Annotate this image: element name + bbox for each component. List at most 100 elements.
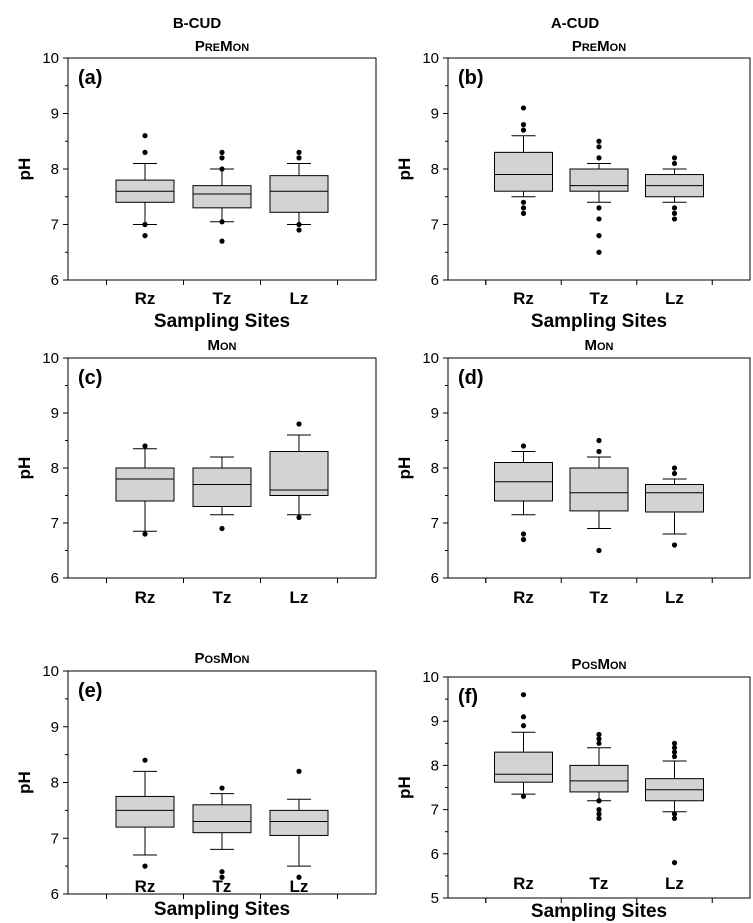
- outlier-point: [520, 714, 527, 720]
- panel-label: (f): [458, 686, 478, 708]
- y-tick-label: 8: [431, 161, 439, 178]
- outlier-point: [520, 205, 527, 211]
- box-iqr: [645, 484, 704, 513]
- outlier-point: [596, 731, 602, 738]
- y-tick-label: 9: [431, 106, 439, 123]
- y-tick-label: 5: [431, 890, 439, 907]
- category-label-tz: Tz: [590, 874, 609, 893]
- panel-title-part: M: [220, 38, 233, 55]
- outlier-point: [520, 723, 527, 729]
- y-axis-label: pH: [15, 158, 34, 181]
- outlier-point: [520, 443, 527, 449]
- outlier-point: [596, 807, 602, 813]
- y-tick-label: 7: [51, 830, 59, 847]
- y-tick-label: 9: [431, 405, 439, 422]
- outlier-point: [671, 542, 678, 548]
- category-label-rz: Rz: [513, 588, 534, 607]
- category-label-rz: Rz: [135, 877, 156, 896]
- outlier-point: [596, 798, 602, 804]
- outlier-point: [296, 874, 302, 880]
- outlier-point: [520, 122, 527, 128]
- outlier-point: [142, 133, 148, 139]
- outlier-point: [596, 736, 602, 742]
- box-lz: [269, 768, 329, 880]
- outlier-point: [520, 536, 527, 543]
- outlier-point: [296, 514, 302, 521]
- box-tz: [569, 138, 629, 255]
- category-label-lz: Lz: [665, 874, 684, 893]
- panel-4: 6 7 8 9 10 pH (d) MON Rz Tz Lz: [395, 337, 751, 607]
- outlier-point: [296, 155, 302, 161]
- outlier-point: [671, 740, 678, 746]
- panel-title: POSMON: [572, 656, 627, 673]
- box-iqr: [269, 175, 329, 213]
- panel-title: POSMON: [195, 650, 250, 667]
- outlier-point: [219, 149, 225, 155]
- outlier-point: [520, 793, 527, 799]
- y-axis-label: pH: [395, 457, 414, 480]
- y-tick-label: 10: [422, 669, 439, 686]
- y-tick-label: 9: [51, 106, 59, 123]
- outlier-point: [671, 155, 678, 161]
- x-axis-label: Sampling Sites: [531, 311, 667, 332]
- y-tick-label: 10: [422, 350, 439, 367]
- outlier-point: [596, 155, 602, 161]
- outlier-point: [671, 210, 678, 216]
- box-tz: [192, 456, 252, 532]
- panel-title-part: M: [597, 656, 610, 673]
- outlier-point: [671, 160, 678, 167]
- box-tz: [192, 149, 252, 244]
- box-iqr: [569, 168, 629, 192]
- y-tick-label: 9: [431, 713, 439, 730]
- box-tz: [569, 437, 629, 554]
- y-tick-label: 7: [431, 515, 439, 532]
- plot-frame: [67, 670, 377, 895]
- category-label-tz: Tz: [590, 588, 609, 607]
- y-tick-label: 6: [431, 846, 439, 863]
- box-lz: [269, 421, 329, 521]
- panel-title-part: ON: [220, 341, 237, 353]
- box-rz: [494, 443, 553, 543]
- outlier-point: [520, 199, 527, 205]
- outlier-point: [142, 757, 148, 763]
- outlier-point: [671, 749, 678, 755]
- y-tick-label: 6: [51, 570, 59, 587]
- outlier-point: [596, 138, 602, 144]
- y-axis-label: pH: [15, 457, 34, 480]
- outlier-point: [596, 815, 602, 822]
- y-tick-label: 10: [42, 663, 59, 680]
- panel-title-part: P: [572, 656, 582, 673]
- panel-6: 5 6 7 8 9 10 pH (f) POSMON Rz Tz Lz Sampling Sites: [395, 656, 751, 922]
- panel-label: (d): [458, 367, 484, 389]
- outlier-point: [671, 860, 678, 866]
- box-iqr: [269, 451, 329, 496]
- category-label-rz: Rz: [513, 874, 534, 893]
- category-label-rz: Rz: [135, 588, 156, 607]
- outlier-point: [142, 149, 148, 155]
- outlier-point: [596, 448, 602, 455]
- y-tick-label: 6: [431, 570, 439, 587]
- y-axis-label: pH: [395, 158, 414, 181]
- category-label-lz: Lz: [665, 588, 684, 607]
- outlier-point: [596, 233, 602, 239]
- outlier-point: [596, 740, 602, 746]
- panel-title-part: OS: [582, 660, 598, 672]
- outlier-point: [142, 443, 148, 449]
- outlier-point: [520, 105, 527, 111]
- x-axis-label: Sampling Sites: [154, 899, 290, 920]
- outlier-point: [296, 149, 302, 155]
- outlier-point: [596, 437, 602, 444]
- category-label-tz: Tz: [213, 289, 232, 308]
- box-iqr: [115, 467, 175, 502]
- outlier-point: [596, 144, 602, 150]
- panel-title: PREMON: [572, 38, 626, 55]
- outlier-point: [219, 238, 225, 244]
- panel-title-part: ON: [610, 660, 627, 672]
- panel-title: MON: [585, 337, 614, 354]
- box-iqr: [192, 185, 252, 209]
- y-tick-label: 7: [431, 217, 439, 234]
- box-rz: [115, 133, 175, 239]
- box-tz: [192, 785, 252, 880]
